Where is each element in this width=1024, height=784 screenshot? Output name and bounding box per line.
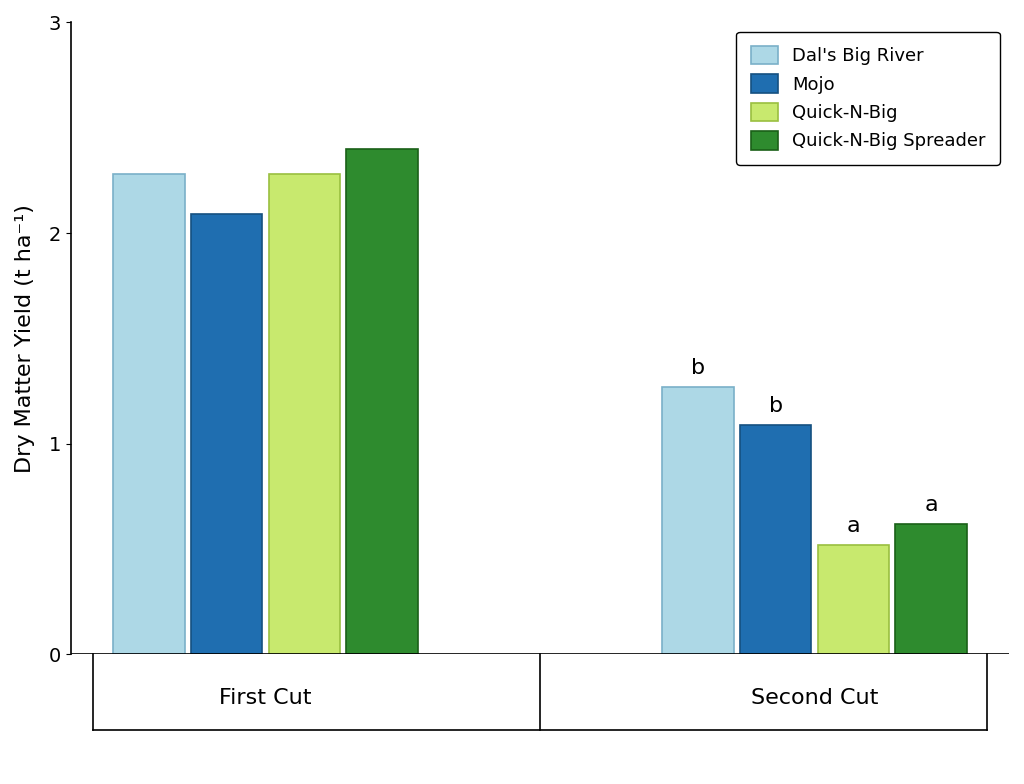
Bar — [817, 545, 889, 654]
Text: First Cut: First Cut — [219, 688, 311, 708]
Legend: Dal's Big River, Mojo, Quick-N-Big, Quick-N-Big Spreader: Dal's Big River, Mojo, Quick-N-Big, Quic… — [736, 31, 1000, 165]
Bar — [346, 149, 418, 654]
Bar — [739, 425, 811, 654]
Bar — [268, 174, 340, 654]
Bar — [662, 387, 733, 654]
Y-axis label: Dry Matter Yield (t ha⁻¹): Dry Matter Yield (t ha⁻¹) — [15, 204, 35, 473]
Text: a: a — [847, 516, 860, 536]
Text: b: b — [691, 358, 705, 378]
Text: Second Cut: Second Cut — [751, 688, 879, 708]
Bar — [190, 214, 262, 654]
Text: b: b — [769, 396, 782, 416]
Bar — [113, 174, 184, 654]
Text: a: a — [925, 495, 938, 515]
Bar — [895, 524, 967, 654]
